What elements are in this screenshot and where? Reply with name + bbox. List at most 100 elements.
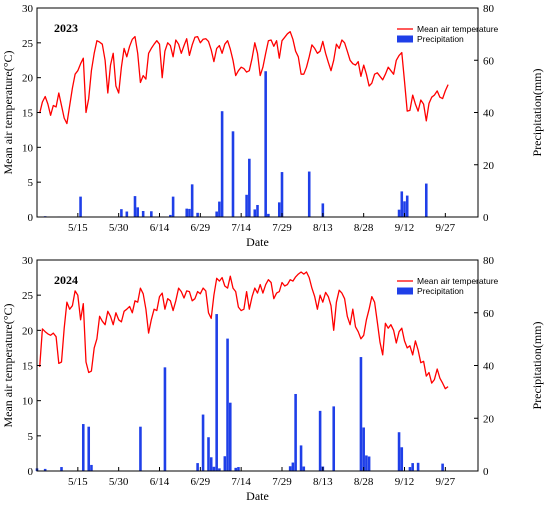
precipitation-bar xyxy=(367,456,371,471)
panel-year-label: 2023 xyxy=(54,21,78,35)
y-right-tick-label: 0 xyxy=(483,212,489,224)
precipitation-bar xyxy=(125,211,129,217)
y-right-tick-label: 20 xyxy=(483,413,495,425)
precipitation-bar xyxy=(248,158,251,217)
precipitation-bar xyxy=(397,432,401,471)
precipitation-bar xyxy=(267,213,270,217)
precipitation-bar xyxy=(87,426,91,471)
precipitation-bar xyxy=(171,196,175,217)
precipitation-bar xyxy=(139,426,142,471)
x-tick-label: 9/27 xyxy=(436,222,456,234)
precipitation-bar xyxy=(169,214,172,217)
y-left-tick-label: 20 xyxy=(22,73,34,85)
precipitation-bar xyxy=(218,468,221,471)
legend-precipitation-swatch xyxy=(397,35,413,43)
y-left-tick-label: 15 xyxy=(22,108,34,120)
x-tick-label: 5/30 xyxy=(109,222,129,234)
precipitation-bar xyxy=(185,208,189,217)
precipitation-bar xyxy=(237,467,240,471)
y-left-tick-label: 30 xyxy=(22,255,34,267)
y-right-tick-label: 80 xyxy=(483,3,495,15)
x-tick-label: 7/29 xyxy=(272,476,292,488)
precipitation-bar xyxy=(207,437,210,471)
y-left-tick-label: 5 xyxy=(28,431,34,443)
x-axis-title: Date xyxy=(246,489,269,503)
precipitation-bar xyxy=(215,314,218,471)
x-tick-label: 6/14 xyxy=(150,476,170,488)
x-tick-label: 7/29 xyxy=(272,222,292,234)
precipitation-bar xyxy=(43,468,47,471)
precipitation-bar xyxy=(288,466,292,471)
precipitation-bars xyxy=(35,314,444,471)
precipitation-bar xyxy=(133,196,137,217)
legend-precipitation-label: Precipitation xyxy=(417,286,464,296)
precipitation-bar xyxy=(302,466,306,471)
y-right-axis-title: Precipitation(mm) xyxy=(530,69,544,157)
y-left-tick-label: 20 xyxy=(22,325,34,337)
x-tick-label: 8/13 xyxy=(313,476,333,488)
y-right-tick-label: 20 xyxy=(483,160,495,172)
precipitation-bar xyxy=(294,393,297,471)
precipitation-bar xyxy=(228,402,232,471)
precipitation-bar xyxy=(359,357,363,471)
precipitation-bar xyxy=(201,414,205,471)
precipitation-bar xyxy=(226,338,229,471)
precipitation-bar xyxy=(245,194,248,217)
precipitation-bar xyxy=(277,202,281,217)
y-left-tick-label: 25 xyxy=(22,290,34,302)
precipitation-bar xyxy=(291,462,295,471)
y-right-tick-label: 40 xyxy=(483,108,495,120)
legend-precipitation-swatch xyxy=(397,287,413,295)
precipitation-bar xyxy=(60,467,63,471)
precipitation-bar xyxy=(405,195,409,217)
x-tick-label: 9/12 xyxy=(395,222,415,234)
y-right-axis-title: Precipitation(mm) xyxy=(530,322,544,410)
precipitation-bar xyxy=(365,455,368,471)
precipitation-bar xyxy=(188,208,191,217)
precipitation-bar xyxy=(150,211,153,217)
y-left-axis-title: Mean air temperature(°C) xyxy=(1,303,15,427)
panel-year-label: 2024 xyxy=(54,273,78,287)
x-tick-label: 8/28 xyxy=(354,222,374,234)
precipitation-bar xyxy=(403,201,406,217)
y-right-tick-label: 60 xyxy=(483,308,495,320)
x-tick-label: 5/15 xyxy=(68,476,88,488)
y-left-tick-label: 10 xyxy=(22,142,34,154)
precipitation-bar xyxy=(120,209,123,217)
precipitation-bar xyxy=(190,184,194,217)
y-left-tick-label: 15 xyxy=(22,361,34,373)
x-tick-label: 7/14 xyxy=(231,476,251,488)
precipitation-bar xyxy=(408,467,412,471)
precipitation-bar xyxy=(141,210,145,217)
x-tick-label: 8/28 xyxy=(354,476,374,488)
y-left-tick-label: 0 xyxy=(28,212,34,224)
precipitation-bar xyxy=(299,445,303,471)
precipitation-bar xyxy=(256,204,259,217)
precipitation-bar xyxy=(79,196,82,217)
precipitation-bar xyxy=(231,131,235,217)
precipitation-bar xyxy=(397,209,401,217)
y-left-tick-label: 30 xyxy=(22,3,34,15)
precipitation-bars xyxy=(43,71,428,218)
precipitation-bar xyxy=(196,463,199,471)
x-tick-label: 6/29 xyxy=(191,222,211,234)
x-tick-label: 5/15 xyxy=(68,222,88,234)
temperature-line xyxy=(39,271,449,390)
precipitation-bar xyxy=(264,71,267,217)
precipitation-bar xyxy=(318,410,322,471)
precipitation-bar xyxy=(220,111,224,217)
y-left-axis-title: Mean air temperature(°C) xyxy=(1,50,15,174)
precipitation-bar xyxy=(136,207,140,217)
y-left-tick-label: 0 xyxy=(28,466,34,478)
precipitation-bar xyxy=(332,406,336,471)
x-tick-label: 6/29 xyxy=(191,476,211,488)
precipitation-bar xyxy=(223,456,227,471)
legend-precipitation-label: Precipitation xyxy=(417,34,464,44)
precipitation-bar xyxy=(234,467,238,471)
precipitation-bar xyxy=(212,466,216,471)
x-tick-label: 8/13 xyxy=(313,222,333,234)
precipitation-bar xyxy=(362,427,365,471)
x-tick-label: 6/14 xyxy=(150,222,170,234)
